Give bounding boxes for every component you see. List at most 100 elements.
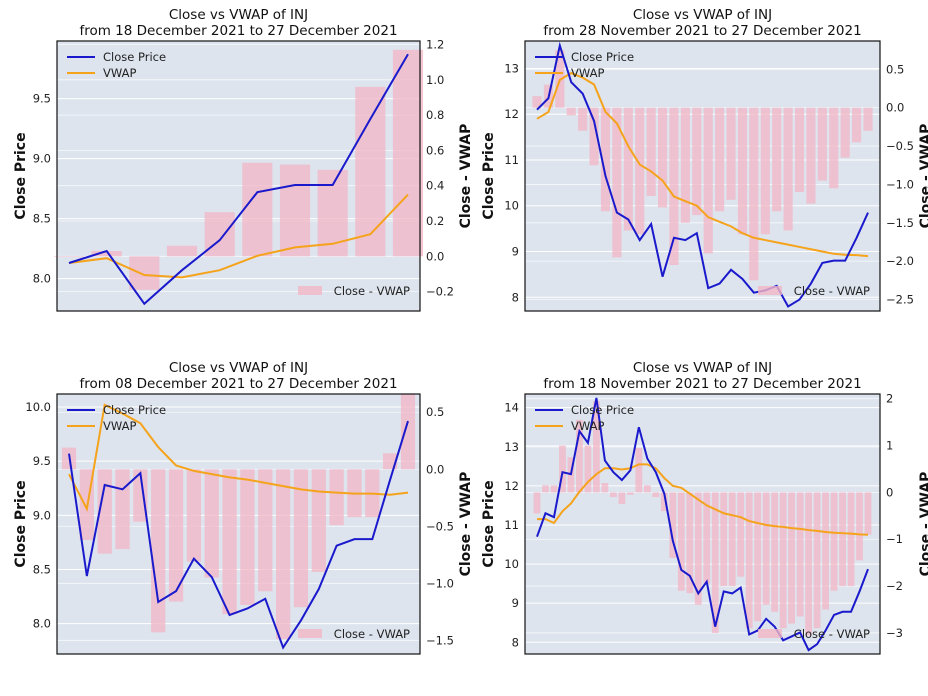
chart-panel-3: 8.0 8.5 9.0 9.5 10.0 −1.5 −1.0 −0.5 0.0 0.5 Close … — [13, 360, 474, 655]
y-axis-label: Close Price — [481, 132, 497, 219]
diff-bar — [669, 107, 679, 265]
diff-bar — [772, 107, 782, 212]
y2-tick-label: 0.0 — [426, 249, 444, 263]
diff-bar — [726, 107, 736, 200]
diff-bar — [53, 256, 85, 257]
diff-bar — [532, 96, 542, 108]
y-tick-label: 12 — [504, 479, 519, 493]
diff-bar — [852, 107, 862, 143]
vwap-line — [68, 403, 409, 512]
diff-bar — [796, 492, 804, 617]
y-tick-label: 10 — [504, 557, 519, 571]
legend-diff-swatch — [758, 629, 782, 638]
diff-bar — [694, 492, 702, 605]
y2-tick-label: 0.5 — [426, 405, 444, 419]
y2-tick-label: −1.5 — [426, 633, 454, 647]
diff-bar — [703, 107, 713, 254]
legend-bars: Close - VWAP — [298, 627, 410, 641]
y-tick-label: 9 — [512, 596, 519, 610]
y2-tick-label: −2.5 — [886, 292, 914, 306]
y2-tick-label: −1.0 — [426, 576, 454, 590]
plot-frame — [524, 40, 881, 312]
diff-bar — [593, 401, 600, 493]
diff-bar — [720, 492, 728, 587]
diff-bar — [635, 447, 643, 493]
close-price-line — [68, 420, 409, 650]
y-tick-label: 8.5 — [33, 563, 51, 577]
y2-tick-label: 0.2 — [426, 214, 444, 228]
diff-bar — [728, 492, 736, 587]
diff-bar — [626, 492, 634, 495]
close-price-line — [68, 53, 409, 306]
y2-tick-label: −1.0 — [886, 177, 914, 191]
diff-bar — [783, 107, 793, 231]
diff-bar — [813, 492, 821, 629]
chart-title: Close vs VWAP of INJ — [633, 360, 772, 376]
y2-tick-label: −3 — [886, 626, 903, 640]
diff-bar — [749, 107, 759, 281]
y-tick-label: 9.5 — [33, 454, 51, 468]
y-tick-label: 10 — [504, 199, 519, 213]
chart-subtitle: from 08 December 2021 to 27 December 202… — [79, 376, 397, 392]
diff-bar — [559, 445, 566, 493]
diff-bar — [660, 492, 668, 512]
diff-bar — [652, 492, 660, 498]
diff-bar — [222, 469, 237, 615]
diff-bar — [293, 469, 309, 608]
diff-bar — [692, 107, 702, 216]
y2-tick-label: 2 — [886, 392, 893, 406]
chart-subtitle: from 28 November 2021 to 27 December 202… — [543, 23, 861, 39]
close-price-line — [536, 41, 869, 308]
y-tick-label: 9 — [512, 245, 519, 259]
diff-bar — [643, 485, 651, 493]
y-tick-label: 11 — [504, 153, 519, 167]
diff-bar — [578, 107, 588, 131]
y2-tick-label: 0.0 — [886, 101, 904, 115]
legend-close-label: Close Price — [571, 50, 634, 64]
y-tick-label: 12 — [504, 107, 519, 121]
diff-bar — [618, 492, 626, 505]
chart-title: Close vs VWAP of INJ — [169, 360, 308, 376]
diff-bar — [97, 469, 112, 554]
legend-close-label: Close Price — [103, 50, 166, 64]
diff-bar — [737, 492, 745, 577]
y2-tick-label: 0.0 — [426, 462, 444, 476]
y-tick-label: 11 — [504, 518, 519, 532]
chart-subtitle: from 18 November 2021 to 27 December 202… — [543, 376, 861, 392]
legend-close-label: Close Price — [571, 403, 634, 417]
plot-frame — [56, 393, 421, 655]
y2-axis-label: Close - VWAP — [918, 472, 928, 577]
diff-bar — [623, 107, 633, 231]
diff-bar — [863, 107, 873, 131]
diff-bar — [711, 492, 719, 633]
close-price-line — [536, 397, 869, 652]
y2-tick-label: −0.5 — [426, 519, 454, 533]
diff-bar — [686, 492, 694, 594]
diff-bar — [186, 469, 202, 562]
y2-tick-label: 1.0 — [426, 73, 444, 87]
diff-bar — [355, 86, 386, 257]
diff-bar — [129, 256, 160, 290]
diff-bar — [762, 492, 770, 605]
diff-bar — [550, 485, 558, 493]
y2-tick-label: −2 — [886, 579, 903, 593]
y2-tick-label: −2.0 — [886, 254, 914, 268]
y2-tick-label: −0.5 — [886, 139, 914, 153]
diff-bar — [680, 107, 690, 223]
diff-bar — [839, 492, 846, 587]
diff-bar — [400, 394, 416, 470]
diff-bar — [817, 107, 827, 181]
y2-tick-label: 0.5 — [886, 62, 904, 76]
diff-bar — [657, 107, 668, 208]
diff-bar — [609, 492, 617, 498]
diff-bar — [677, 492, 685, 591]
legend-lines: Close Price VWAP — [535, 403, 634, 433]
legend-vwap-label: VWAP — [103, 66, 136, 80]
y2-tick-label: 0.4 — [426, 179, 444, 193]
y-tick-label: 9.5 — [33, 92, 51, 106]
y2-tick-label: 0.8 — [426, 108, 444, 122]
legend-diff-swatch — [758, 286, 782, 295]
y-tick-label: 10.0 — [25, 400, 51, 414]
